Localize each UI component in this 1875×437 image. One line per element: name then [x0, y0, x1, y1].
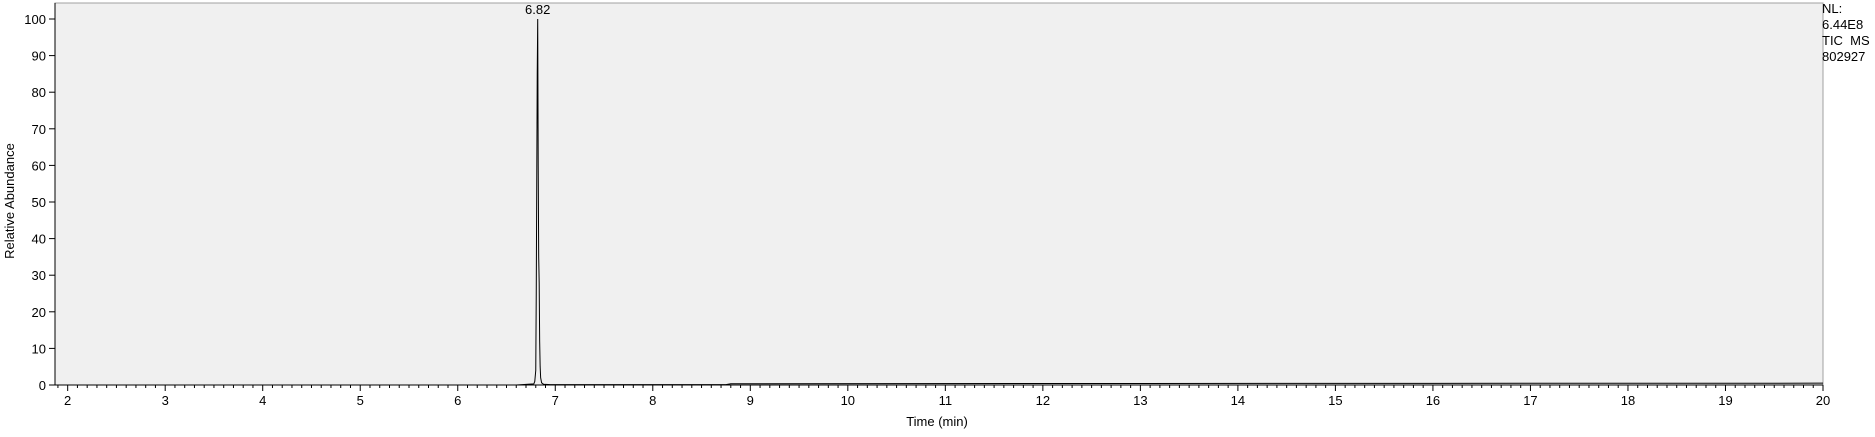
x-tick-label: 19 — [1718, 393, 1732, 408]
plot-area — [54, 2, 1824, 386]
x-tick-label: 5 — [357, 393, 364, 408]
x-tick-label: 20 — [1816, 393, 1830, 408]
x-tick-label: 14 — [1231, 393, 1245, 408]
peak-labels: 6.82 — [525, 2, 550, 17]
y-tick-label: 50 — [32, 195, 46, 210]
x-tick-label: 9 — [747, 393, 754, 408]
x-tick-label: 4 — [259, 393, 266, 408]
y-tick-label: 40 — [32, 232, 46, 247]
x-axis: 2 3 4 5 6 7 8 9 10 11 12 13 14 15 16 17 18 19 20 — [57, 385, 1830, 408]
y-axis: 0 10 20 30 40 50 60 70 80 90 100 — [24, 12, 55, 393]
x-tick-label: 17 — [1523, 393, 1537, 408]
y-tick-label: 100 — [24, 12, 46, 27]
x-tick-label: 18 — [1621, 393, 1635, 408]
info-line-normalization: 6.44E8 — [1822, 17, 1863, 32]
x-axis-title: Time (min) — [906, 414, 968, 429]
y-tick-label: 10 — [32, 341, 46, 356]
info-line-file-id: 802927 — [1822, 49, 1865, 64]
x-tick-label: 6 — [454, 393, 461, 408]
x-tick-label: 16 — [1426, 393, 1440, 408]
x-tick-label: 12 — [1036, 393, 1050, 408]
y-tick-label: 0 — [39, 378, 46, 393]
y-tick-label: 80 — [32, 85, 46, 100]
y-tick-label: 30 — [32, 268, 46, 283]
info-line-scan-type: TIC MS — [1822, 33, 1870, 48]
x-tick-label: 3 — [162, 393, 169, 408]
x-tick-label: 10 — [841, 393, 855, 408]
y-tick-label: 90 — [32, 49, 46, 64]
x-tick-label: 15 — [1328, 393, 1342, 408]
peak-label: 6.82 — [525, 2, 550, 17]
y-tick-label: 70 — [32, 122, 46, 137]
y-tick-label: 20 — [32, 305, 46, 320]
tic-trace — [55, 18, 1824, 386]
info-block: NL: 6.44E8 TIC MS 802927 — [1822, 1, 1870, 64]
y-tick-label: 60 — [32, 158, 46, 173]
x-tick-label: 11 — [939, 393, 953, 408]
y-axis-title: Relative Abundance — [2, 143, 17, 259]
x-tick-label: 7 — [552, 393, 559, 408]
x-tick-label: 2 — [64, 393, 71, 408]
x-tick-label: 13 — [1133, 393, 1147, 408]
info-line-nl: NL: — [1822, 1, 1842, 16]
x-tick-label: 8 — [649, 393, 656, 408]
